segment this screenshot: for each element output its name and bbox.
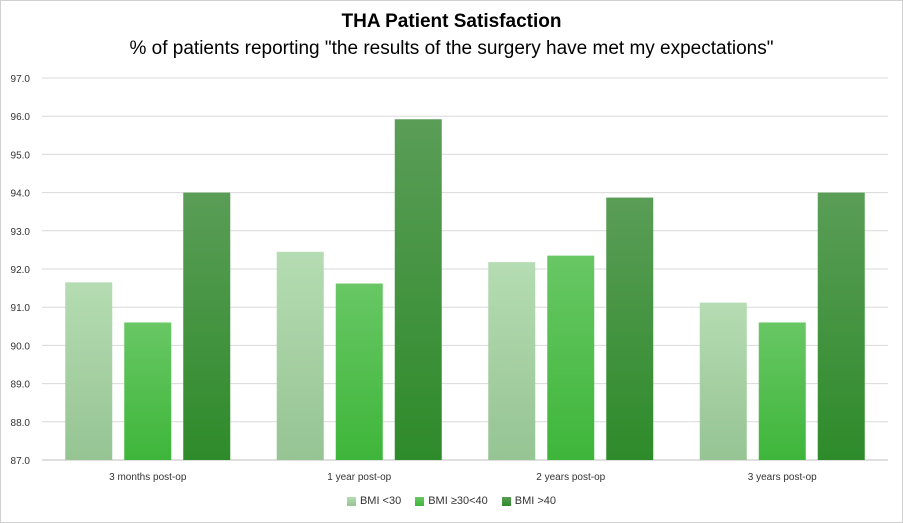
y-tick-label: 96.0 [11, 112, 31, 123]
x-tick-label: 2 years post-op [536, 472, 605, 483]
y-tick-label: 94.0 [11, 189, 31, 200]
bar [547, 255, 595, 460]
y-tick-label: 93.0 [11, 227, 31, 238]
y-tick-label: 92.0 [11, 265, 31, 276]
bar [817, 192, 865, 460]
y-tick-label: 95.0 [11, 150, 31, 161]
bar [758, 322, 806, 460]
legend-item: BMI ≥30<40 [415, 495, 488, 507]
legend-item: BMI >40 [501, 495, 557, 507]
bars [65, 119, 865, 461]
legend-label: BMI >40 [514, 495, 557, 507]
bar [699, 302, 747, 460]
bar [335, 283, 383, 460]
bar [183, 192, 231, 460]
y-tick-label: 88.0 [11, 418, 31, 429]
legend-swatch [346, 496, 356, 506]
y-tick-label: 89.0 [11, 380, 31, 391]
chart-subtitle: % of patients reporting "the results of … [129, 38, 774, 59]
x-tick-label: 1 year post-op [327, 472, 391, 483]
gridlines [42, 77, 888, 461]
y-tick-label: 90.0 [11, 341, 31, 352]
x-tick-label: 3 months post-op [109, 472, 187, 483]
legend: BMI <30 BMI ≥30<40 BMI >40 [0, 495, 903, 507]
bar [65, 282, 113, 460]
x-axis-ticks: 3 months post-op 1 year post-op 2 years po… [109, 472, 817, 483]
bar [276, 251, 324, 460]
x-tick-label: 3 years post-op [748, 472, 817, 483]
bar [394, 119, 442, 461]
bar [606, 197, 654, 461]
legend-item: BMI <30 [346, 495, 402, 507]
legend-swatch [501, 496, 511, 506]
legend-swatch [415, 496, 425, 506]
chart-title: THA Patient Satisfaction [341, 11, 562, 32]
legend-label: BMI <30 [359, 495, 402, 507]
y-tick-label: 91.0 [11, 303, 31, 314]
bar [488, 262, 536, 460]
y-axis-ticks: 87.0 88.0 89.0 90.0 91.0 92.0 93.0 94.0 95.0 96.0… [11, 74, 31, 467]
y-tick-label: 97.0 [11, 74, 31, 85]
bar [124, 322, 172, 460]
y-tick-label: 87.0 [11, 456, 31, 467]
legend-label: BMI ≥30<40 [428, 495, 488, 507]
